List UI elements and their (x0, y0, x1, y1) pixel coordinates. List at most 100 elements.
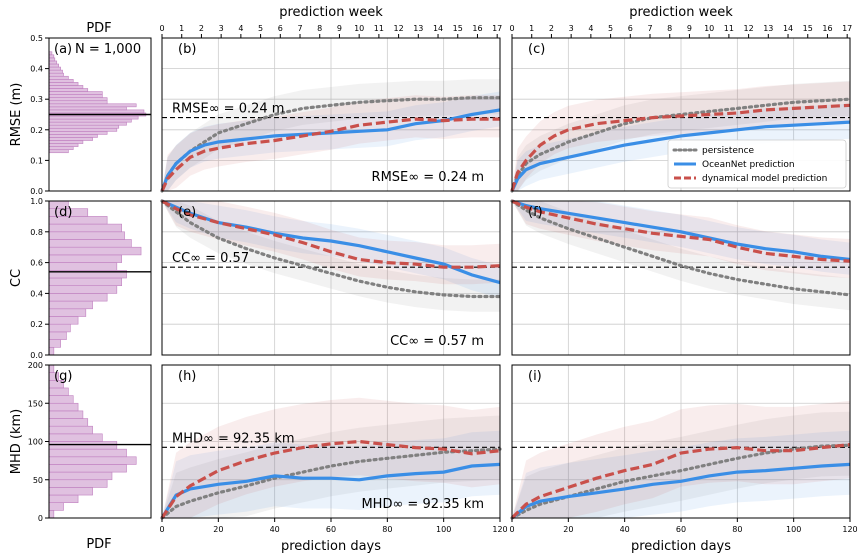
series-oceannet (160, 108, 501, 192)
pdf-bar (48, 410, 84, 419)
day-tick-label: 20 (563, 525, 573, 534)
week-tick-label: 16 (822, 24, 832, 33)
panel-label: (h) (178, 369, 196, 384)
y-axis-label-rmse: RMSE (m) (9, 83, 24, 147)
pdf-bar (48, 456, 137, 465)
pdf-bar (48, 487, 93, 496)
pdf-bar (48, 471, 113, 481)
day-tick-label: 120 (842, 525, 857, 534)
week-tick-label: 14 (783, 24, 793, 33)
pdf-bar (48, 441, 118, 450)
week-tick-label: 14 (433, 24, 443, 33)
axes-frame (511, 200, 851, 356)
pdf-bar (48, 103, 137, 108)
pdf-bar (48, 140, 84, 144)
week-tick-label: 6 (278, 24, 283, 33)
pdf-axes-frame (48, 364, 152, 519)
legend-label: persistence (702, 146, 755, 156)
pdf-bar (48, 395, 74, 404)
y-tick-label: 0.4 (30, 65, 43, 74)
week-tick-label: 17 (842, 24, 852, 33)
uncertainty-band-dynamical (512, 81, 850, 191)
week-tick-label: 2 (549, 24, 554, 33)
pdf-bar (48, 239, 132, 248)
day-tick-label: 100 (436, 525, 451, 534)
pdf-bar (48, 118, 132, 123)
day-tick-label: 80 (382, 525, 392, 534)
week-tick-label: 7 (647, 24, 652, 33)
y-axis-label-mhd: MHD (km) (9, 409, 24, 474)
pdf-bar (48, 149, 69, 154)
pdf-axes-frame (48, 37, 152, 192)
pdf-bar (48, 66, 61, 71)
week-tick-label: 5 (608, 24, 613, 33)
uncertainty-band-persistence (162, 201, 500, 312)
pdf-bar (48, 137, 93, 141)
week-tick-label: 3 (219, 24, 224, 33)
panel-label: (i) (528, 369, 542, 384)
top-axis-label-right: prediction week (629, 5, 733, 20)
pdf-bar (48, 433, 103, 442)
y-tick-label: 1.0 (30, 197, 43, 206)
y-tick-label: 100 (28, 438, 43, 447)
pdf-bar (48, 131, 108, 135)
pdf-bar (48, 418, 89, 427)
pdf-bar (48, 134, 98, 138)
pdf-bar (48, 425, 93, 435)
pdf-bar (48, 339, 61, 348)
week-tick-label: 11 (374, 24, 384, 33)
pdf-bar (48, 88, 89, 92)
pdf-bar (48, 448, 127, 458)
pdf-bar (48, 254, 122, 263)
y-tick-label: 0.0 (30, 351, 43, 360)
pdf-bar (48, 121, 127, 126)
pdf-bar (48, 277, 122, 286)
uncertainty-band-persistence (512, 201, 850, 311)
panel-label: (e) (178, 205, 196, 220)
week-tick-label: 4 (588, 24, 593, 33)
week-tick-label: 9 (687, 24, 692, 33)
pdf-bar (48, 293, 108, 302)
pdf-bar (48, 91, 103, 95)
axes-frame (161, 37, 501, 192)
ref-annotation-top: RMSE∞ = 0.24 m (172, 102, 284, 117)
pdf-bar (48, 300, 93, 310)
pdf-bar (48, 79, 74, 83)
pdf-bar (48, 246, 142, 256)
pdf-bar (48, 57, 56, 62)
week-tick-label: 6 (628, 24, 633, 33)
series-persistence (510, 443, 852, 520)
week-tick-label: 1 (179, 24, 184, 33)
y-tick-label: 150 (28, 399, 43, 408)
week-tick-label: 17 (492, 24, 502, 33)
week-tick-label: 8 (667, 24, 672, 33)
pdf-bar (48, 75, 69, 80)
day-tick-label: 0 (509, 525, 514, 534)
panel-label: (c) (528, 42, 545, 57)
week-tick-label: 12 (394, 24, 404, 33)
pdf-bar (48, 316, 79, 325)
series-dynamical (511, 199, 851, 263)
week-tick-label: 10 (354, 24, 364, 33)
week-tick-label: 15 (803, 24, 813, 33)
week-tick-label: 2 (199, 24, 204, 33)
pdf-bar (48, 100, 108, 105)
day-tick-label: 0 (159, 525, 164, 534)
y-tick-label: 0.3 (30, 95, 43, 104)
series-persistence (160, 199, 502, 299)
pdf-bar (48, 494, 79, 503)
ref-annotation-top: CC∞ = 0.57 (172, 251, 249, 266)
week-tick-label: 8 (317, 24, 322, 33)
panel-label: (f) (528, 205, 543, 220)
pdf-bar (48, 127, 118, 132)
uncertainty-band-persistence (512, 80, 850, 191)
pdf-axes-frame (48, 200, 152, 356)
week-tick-label: 4 (238, 24, 243, 33)
uncertainty-band-oceannet (162, 430, 500, 518)
ref-annotation-bottom: RMSE∞ = 0.24 m (372, 170, 484, 185)
panel-label: (g) (54, 369, 72, 384)
ref-annotation-top: MHD∞ = 92.35 km (172, 431, 295, 446)
day-tick-label: 60 (676, 525, 686, 534)
pdf-bar (48, 262, 118, 271)
